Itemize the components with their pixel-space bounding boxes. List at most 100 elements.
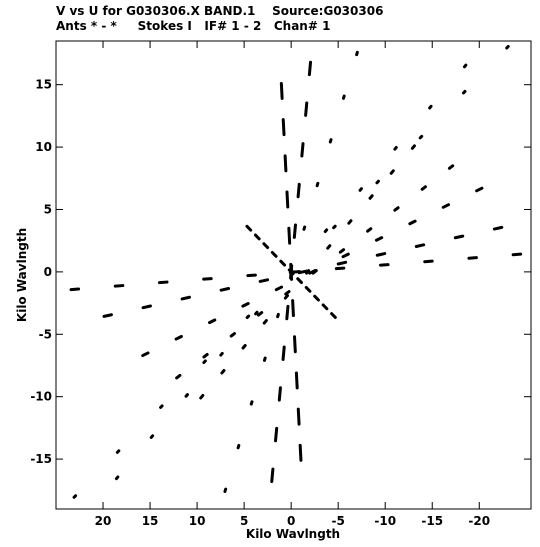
uv-point — [285, 304, 290, 321]
x-tick-label: -5 — [332, 514, 345, 528]
uv-point — [336, 260, 348, 266]
x-tick-label: 15 — [142, 514, 159, 528]
uv-point — [326, 244, 332, 250]
uv-point — [313, 294, 320, 302]
uv-point — [304, 285, 312, 293]
y-tick-label: 10 — [35, 140, 52, 154]
uv-point — [220, 368, 226, 375]
uv-point — [249, 400, 254, 406]
x-tick-label: -15 — [421, 514, 443, 528]
uv-point — [175, 373, 182, 380]
uv-point — [414, 243, 426, 249]
uv-point — [141, 304, 152, 310]
uv-point — [270, 467, 275, 483]
uv-point — [202, 359, 207, 365]
uv-point — [241, 302, 250, 308]
uv-point — [311, 269, 318, 275]
uv-point — [302, 225, 307, 231]
uv-point — [293, 335, 297, 354]
uv-point — [180, 295, 192, 301]
uv-point — [284, 290, 291, 296]
uv-point — [113, 284, 125, 288]
uv-point — [305, 269, 311, 275]
uv-point — [294, 371, 299, 390]
uv-point — [246, 273, 257, 278]
uv-point — [428, 104, 433, 110]
y-tick-label: -5 — [39, 327, 52, 341]
uv-point — [223, 487, 228, 493]
uv-point — [505, 44, 510, 50]
uv-point — [274, 426, 279, 443]
uv-point — [219, 351, 224, 357]
uv-point — [72, 494, 78, 499]
uv-point — [358, 187, 363, 192]
uv-point — [202, 277, 213, 281]
uv-point — [420, 185, 427, 191]
chart-title: V vs U for G030306.X BAND.1 Source:G0303… — [56, 4, 384, 18]
uv-point — [296, 182, 301, 199]
uv-point — [379, 263, 390, 267]
uv-point — [174, 334, 183, 341]
uv-point — [199, 393, 205, 400]
x-tick-label: 10 — [189, 514, 206, 528]
uv-point — [262, 242, 270, 250]
uv-point — [254, 310, 259, 316]
uv-point — [258, 278, 270, 283]
uv-point — [355, 50, 359, 57]
uv-point — [274, 285, 284, 292]
uv-point — [375, 179, 380, 185]
uv-point — [276, 312, 280, 319]
uv-point — [418, 134, 424, 140]
x-tick-label: -20 — [468, 514, 490, 528]
uv-point — [341, 94, 346, 100]
uv-point — [298, 443, 303, 462]
uv-point — [307, 60, 313, 77]
uv-point — [374, 236, 384, 242]
uv-point — [461, 89, 467, 95]
uv-point — [157, 280, 169, 285]
uv-point — [283, 294, 290, 300]
uv-point — [447, 164, 455, 170]
uv-point — [285, 190, 290, 209]
uv-point — [347, 219, 353, 225]
uv-point — [236, 443, 241, 450]
uv-point — [279, 81, 284, 100]
uv-point — [283, 154, 288, 173]
uv-point — [241, 344, 247, 350]
uv-point — [338, 248, 346, 254]
uv-point — [281, 118, 286, 137]
uv-point — [389, 169, 395, 175]
uv-point — [229, 332, 236, 338]
uv-point — [423, 259, 434, 264]
uv-point — [69, 287, 81, 292]
uv-point — [296, 407, 301, 426]
uv-point — [330, 312, 337, 319]
uv-point — [304, 101, 309, 117]
uv-point — [202, 352, 209, 359]
y-tick-label: -15 — [30, 452, 52, 466]
uv-point — [366, 227, 373, 233]
plot-frame — [55, 40, 532, 510]
x-tick-label: -10 — [374, 514, 396, 528]
uv-point — [328, 138, 333, 144]
visibility-tracks — [69, 44, 523, 499]
uv-point — [287, 226, 292, 245]
uv-point — [341, 252, 350, 259]
uv-point — [115, 449, 121, 454]
uv-point — [219, 287, 231, 292]
uv-point — [368, 194, 374, 200]
y-tick-label: 15 — [35, 78, 52, 92]
uv-point — [281, 345, 286, 361]
y-axis-label: Kilo Wavlngth — [15, 228, 29, 322]
uv-point — [475, 186, 484, 193]
x-tick-label: 0 — [287, 514, 295, 528]
uv-point — [334, 266, 346, 271]
uv-point — [245, 314, 251, 320]
uv-point — [462, 63, 468, 69]
uv-point — [207, 318, 217, 325]
uv-point — [441, 203, 451, 209]
uv-point — [332, 224, 337, 230]
uv-point — [408, 219, 417, 226]
uv-point — [184, 393, 189, 398]
